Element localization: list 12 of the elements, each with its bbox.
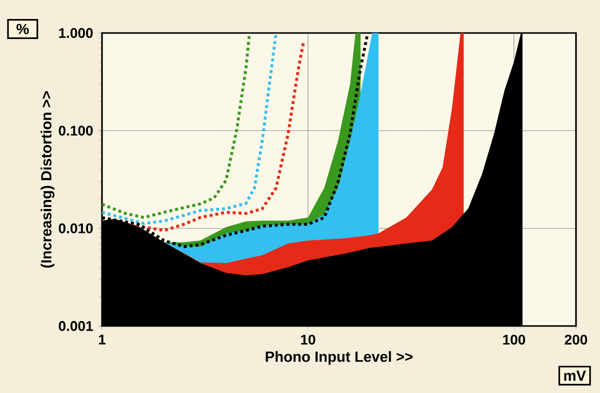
text: % — [16, 24, 29, 34]
text: mV — [564, 370, 586, 381]
y-tick-label: 0.010 — [58, 223, 93, 234]
x-tick-label: 10 — [301, 334, 316, 345]
y-tick-label: 0.001 — [58, 321, 93, 331]
y-tick-label: 1.000 — [59, 28, 93, 38]
x-tick-label: 100 — [503, 334, 526, 345]
y-tick-label: 0.100 — [58, 126, 93, 136]
x-tick-label: 200 — [564, 334, 588, 345]
x-tick-label: 1 — [98, 334, 106, 344]
x-axis-title: Phono Input Level >> — [266, 351, 413, 365]
y-axis-title: (Increasing) Distortion >> — [40, 91, 54, 268]
